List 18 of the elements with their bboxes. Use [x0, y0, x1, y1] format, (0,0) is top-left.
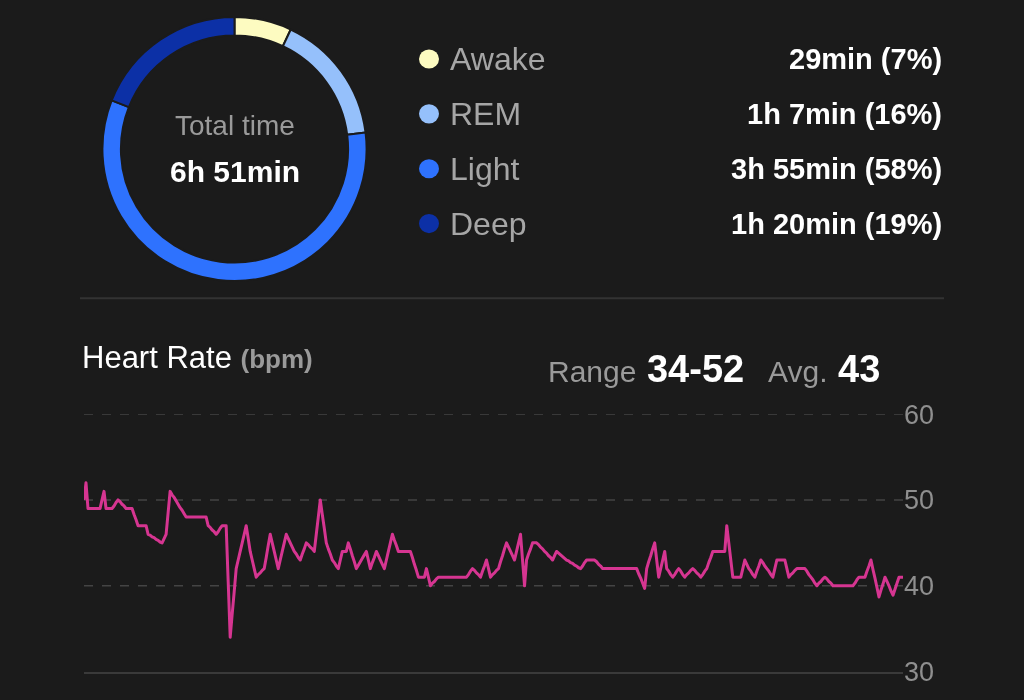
legend-label: REM — [450, 96, 522, 132]
legend-label: Awake — [450, 41, 546, 77]
text: Total time — [175, 110, 295, 141]
legend-label: Deep — [450, 206, 527, 242]
data-label: 1h 20min (19%) — [731, 208, 943, 240]
y-tick-label: 30 — [904, 657, 935, 688]
chart-title: Heart Rate (bpm) — [82, 340, 313, 375]
data-label: 1h 7min (16%) — [747, 98, 942, 130]
legend-label: Light — [450, 151, 520, 187]
text: 6h 51min — [170, 155, 301, 188]
y-tick-label: 50 — [904, 485, 935, 516]
y-tick-label: 40 — [904, 571, 935, 602]
text: Range 34-52 — [548, 348, 745, 390]
y-tick-label: 60 — [904, 399, 935, 430]
data-label: 3h 55min (58%) — [731, 153, 943, 185]
line-series — [84, 481, 903, 639]
text: Avg. 43 — [768, 348, 881, 390]
data-label: 29min (7%) — [789, 43, 943, 75]
